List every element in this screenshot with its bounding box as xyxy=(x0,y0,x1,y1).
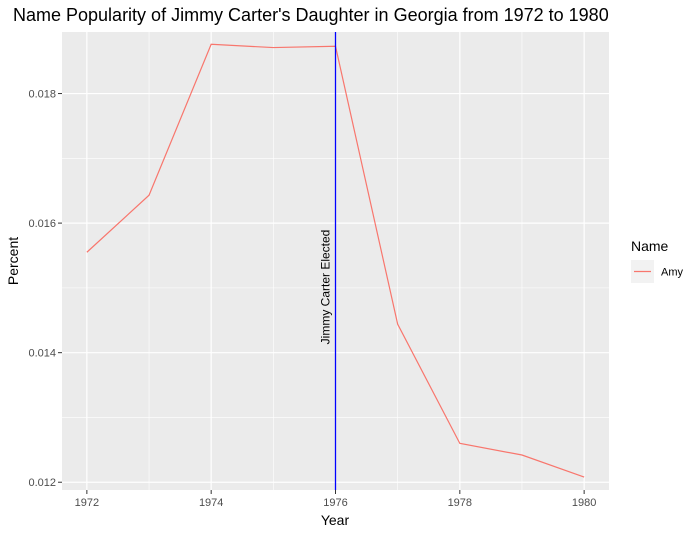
legend-title: Name xyxy=(631,238,669,254)
y-tick-label: 0.014 xyxy=(28,348,56,360)
x-axis-title: Year xyxy=(321,512,350,528)
election-annotation: Jimmy Carter Elected xyxy=(319,230,333,345)
y-axis-ticks: 0.012 0.014 0.016 0.018 xyxy=(28,89,62,489)
x-tick-label: 1972 xyxy=(75,497,99,509)
y-tick-label: 0.012 xyxy=(28,477,56,489)
y-tick-label: 0.018 xyxy=(28,89,56,101)
x-tick-label: 1974 xyxy=(199,497,223,509)
x-axis-ticks: 1972 1974 1976 1978 1980 xyxy=(75,490,596,509)
x-tick-label: 1978 xyxy=(448,497,472,509)
x-tick-label: 1976 xyxy=(323,497,347,509)
y-axis-title: Percent xyxy=(5,237,21,285)
x-tick-label: 1980 xyxy=(572,497,596,509)
y-tick-label: 0.016 xyxy=(28,218,56,230)
legend: Name Amy xyxy=(631,238,684,283)
legend-label-amy: Amy xyxy=(661,267,684,279)
chart-title: Name Popularity of Jimmy Carter's Daught… xyxy=(13,5,609,25)
